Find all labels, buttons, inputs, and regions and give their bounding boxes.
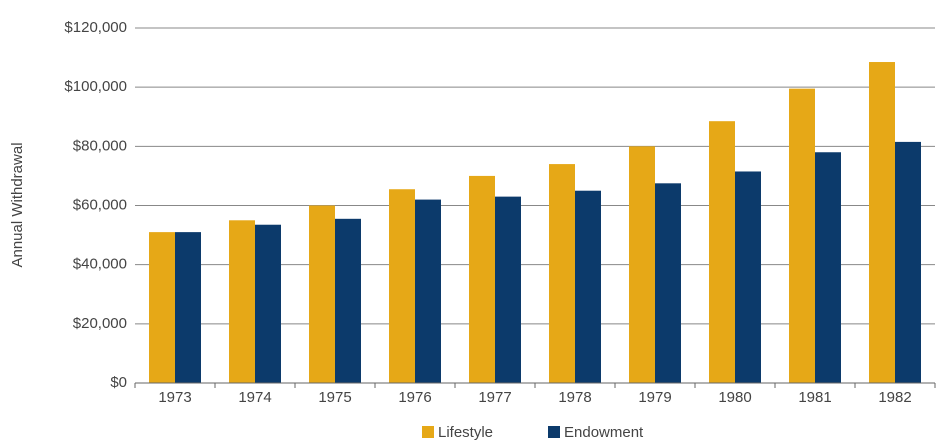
bar [629,146,655,383]
y-tick-label: $0 [110,374,127,391]
bar [789,88,815,383]
x-tick-label: 1975 [318,389,351,406]
legend-swatch [422,426,434,438]
bar [549,164,575,383]
legend-label: Endowment [564,424,644,441]
bar [575,190,601,383]
x-tick-label: 1973 [158,389,191,406]
bar [655,183,681,383]
bar [495,196,521,383]
bar [815,152,841,383]
y-axis-label: Annual Withdrawal [9,142,26,267]
x-tick-label: 1974 [238,389,271,406]
x-tick-label: 1982 [878,389,911,406]
x-tick-label: 1981 [798,389,831,406]
x-tick-label: 1977 [478,389,511,406]
bar [709,121,735,383]
bar [469,175,495,383]
x-tick-label: 1978 [558,389,591,406]
bar [175,232,201,383]
legend-swatch [548,426,560,438]
y-tick-label: $40,000 [73,256,127,273]
y-tick-label: $120,000 [64,19,127,36]
bar [869,62,895,383]
y-tick-label: $60,000 [73,196,127,213]
x-tick-label: 1980 [718,389,751,406]
bar [229,220,255,383]
bar [255,224,281,383]
bar [389,189,415,383]
y-tick-label: $100,000 [64,78,127,95]
bar [895,141,921,383]
bar [735,171,761,383]
bar [415,199,441,383]
x-tick-label: 1979 [638,389,671,406]
bar [335,218,361,383]
y-tick-label: $80,000 [73,137,127,154]
legend-label: Lifestyle [438,424,493,441]
x-tick-label: 1976 [398,389,431,406]
bar [149,232,175,383]
bar [309,205,335,383]
y-tick-label: $20,000 [73,315,127,332]
